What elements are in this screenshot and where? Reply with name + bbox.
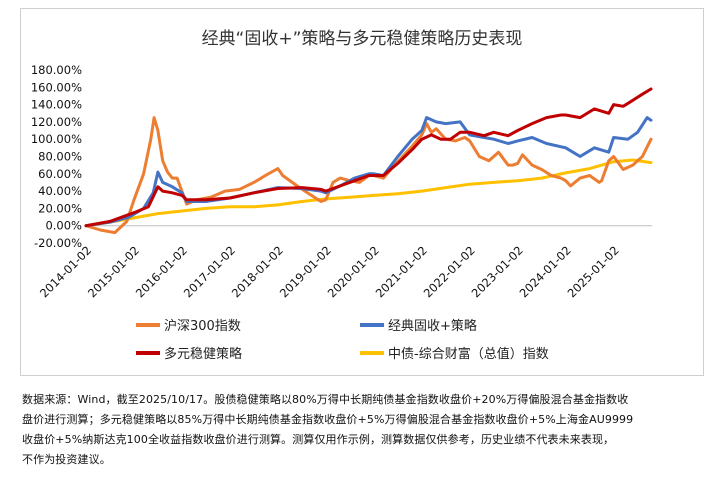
- series-line-3: [84, 158, 653, 228]
- footnote-line-4: 不作为投资建议。: [22, 453, 111, 466]
- footnote-line-1: 数据来源：Wind，截至2025/10/17。股债稳健策略以80%万得中长期纯债…: [22, 393, 629, 406]
- y-tick-label: 100.00%: [31, 132, 82, 146]
- line-chart: 经典“固收+”策略与多元稳健策略历史表现 180.00% 160.00% 140.0…: [31, 29, 653, 362]
- series-line-2: [84, 87, 653, 228]
- y-tick-label: 160.00%: [31, 80, 82, 94]
- x-tick-label: 2025-01-02: [565, 243, 622, 300]
- legend-label: 经典固收+策略: [388, 318, 477, 334]
- y-tick-label: -20.00%: [34, 236, 82, 250]
- y-tick-label: 80.00%: [38, 150, 82, 164]
- footnote-line-3: 收盘价+5%纳斯达克100全收益指数收盘价进行测算。测算仅用作示例，测算数据仅供…: [22, 433, 615, 446]
- chart-title: 经典“固收+”策略与多元稳健策略历史表现: [202, 29, 523, 49]
- y-tick-label: 140.00%: [31, 98, 82, 112]
- legend-label: 沪深300指数: [164, 318, 241, 334]
- y-tick-label: 180.00%: [31, 63, 82, 77]
- series-line-1: [84, 116, 653, 228]
- legend-label: 中债-综合财富（总值）指数: [388, 346, 549, 362]
- y-tick-label: 60.00%: [38, 167, 82, 181]
- y-tick-label: 40.00%: [38, 184, 82, 198]
- y-tick-label: 120.00%: [31, 115, 82, 129]
- footnote-line-2: 盘价进行测算；多元稳健策略以85%万得中长期纯债基金指数收盘价+5%万得偏股混合…: [22, 413, 634, 426]
- footnote: 数据来源：Wind，截至2025/10/17。股债稳健策略以80%万得中长期纯债…: [22, 390, 704, 470]
- legend-label: 多元稳健策略: [164, 346, 242, 362]
- chart-frame: [20, 8, 704, 376]
- y-tick-label: 0.00%: [45, 219, 82, 233]
- y-tick-label: 20.00%: [38, 201, 82, 215]
